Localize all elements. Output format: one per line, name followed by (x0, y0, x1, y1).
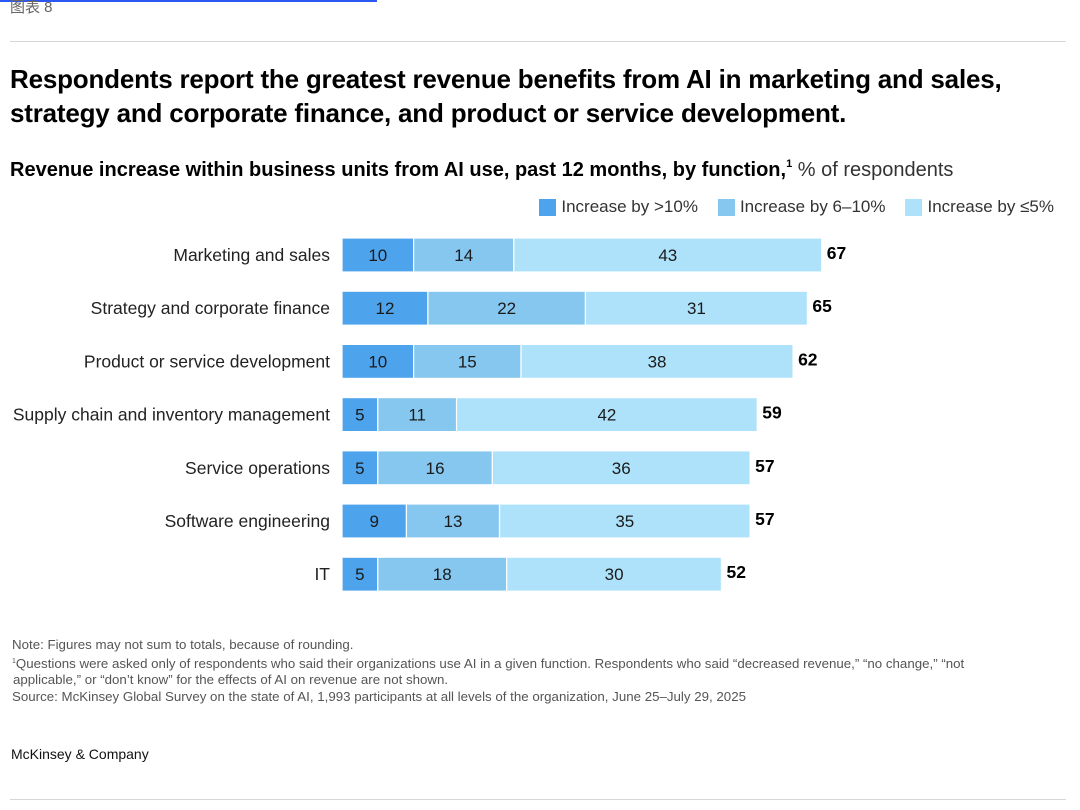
bar-segment-le5 (520, 343, 794, 380)
top-divider (10, 41, 1066, 42)
bar-segment-le5 (491, 450, 751, 486)
footnote-1: 1Questions were asked only of respondent… (12, 654, 1072, 673)
total-value-label: 62 (798, 349, 818, 369)
segment-value-label: 5 (355, 565, 364, 584)
bar-segment-6-10 (413, 343, 522, 380)
segment-value-label: 42 (597, 406, 616, 425)
segment-value-label: 43 (658, 246, 677, 265)
total-value-label: 59 (762, 403, 782, 423)
legend-swatch-gt10 (539, 198, 557, 216)
legend-label-gt10: Increase by >10% (561, 197, 698, 216)
bar-segment-6-10 (405, 503, 501, 539)
notes: Note: Figures may not sum to totals, bec… (12, 637, 1072, 705)
figure-label: 图表 8 (10, 0, 53, 16)
headline: Respondents report the greatest revenue … (10, 64, 1002, 128)
bar-segment-6-10 (377, 556, 508, 592)
segment-value-label: 38 (648, 352, 667, 371)
subtitle-unit: % of respondents (792, 159, 954, 181)
legend-label-6-10: Increase by 6–10% (739, 197, 886, 216)
bar-segment-le5 (584, 290, 809, 326)
bar-segment-le5 (455, 397, 758, 433)
segment-value-label: 12 (375, 299, 394, 318)
segment-value-label: 10 (368, 246, 387, 265)
bar-segment-gt10 (341, 556, 379, 592)
segment-value-label: 36 (612, 459, 631, 478)
segment-value-label: 5 (355, 459, 364, 478)
bar-segment-le5 (506, 556, 723, 592)
footnote-marker: 1 (12, 657, 16, 665)
legend-item-6-10: Increase by 6–10% (717, 197, 886, 217)
bar-segment-gt10 (341, 450, 379, 486)
subtitle-footnote-marker: 1 (786, 158, 793, 170)
category-label: Product or service development (84, 351, 330, 371)
legend-label-le5: Increase by ≤5% (927, 197, 1054, 216)
segment-value-label: 5 (355, 406, 364, 425)
top-accent-bar (0, 0, 377, 2)
category-label: Strategy and corporate finance (91, 298, 330, 318)
category-label: Service operations (185, 458, 330, 478)
legend-swatch-6-10 (717, 198, 735, 216)
total-value-label: 67 (827, 243, 846, 263)
category-label: IT (314, 564, 330, 584)
legend-item-gt10: Increase by >10% (539, 197, 698, 217)
segment-value-label: 30 (605, 565, 624, 584)
category-label: Marketing and sales (173, 245, 330, 265)
category-label: Supply chain and inventory management (13, 405, 330, 425)
bar-segment-6-10 (377, 397, 458, 433)
source-text: Source: McKinsey Global Survey on the st… (12, 688, 746, 704)
segment-value-label: 22 (497, 299, 516, 318)
bar-segment-gt10 (341, 343, 415, 380)
segment-value-label: 14 (454, 246, 473, 265)
footnote-line-2: applicable,” or “don’t know” for the eff… (13, 672, 449, 687)
bar-segment-6-10 (427, 290, 587, 326)
total-value-label: 57 (755, 456, 774, 476)
bar-segment-6-10 (413, 237, 515, 273)
total-value-label: 57 (755, 509, 774, 529)
bar-segment-gt10 (341, 237, 415, 273)
segment-value-label: 9 (369, 512, 378, 531)
segment-value-label: 13 (444, 512, 463, 531)
chart-subtitle: Revenue increase within business units f… (10, 158, 953, 182)
bar-segment-le5 (498, 503, 751, 539)
total-value-label: 65 (812, 296, 832, 316)
legend: Increase by >10% Increase by 6–10% Incre… (539, 197, 1054, 217)
category-label: Software engineering (165, 511, 330, 531)
subtitle-main: Revenue increase within business units f… (10, 159, 787, 181)
segment-value-label: 11 (408, 406, 426, 425)
segment-value-label: 35 (615, 512, 634, 531)
segment-value-label: 18 (433, 565, 452, 584)
segment-value-label: 16 (426, 459, 445, 478)
stacked-bar-chart: Marketing and sales 10 14 43 67 Strategy and … (13, 237, 846, 592)
total-value-label: 52 (726, 562, 746, 582)
brand-logo-text: McKinsey & Company (11, 746, 149, 762)
legend-item-le5: Increase by ≤5% (905, 197, 1054, 217)
segment-value-label: 15 (458, 352, 477, 371)
bar-segment-gt10 (341, 290, 429, 326)
legend-swatch-le5 (905, 198, 923, 216)
bar-segment-le5 (513, 237, 823, 273)
footnote-line-1: Questions were asked only of respondents… (15, 655, 965, 671)
segment-value-label: 10 (368, 352, 387, 371)
note-text: Note: Figures may not sum to totals, bec… (12, 637, 354, 652)
segment-value-label: 31 (687, 299, 706, 318)
bottom-divider (10, 799, 1066, 800)
